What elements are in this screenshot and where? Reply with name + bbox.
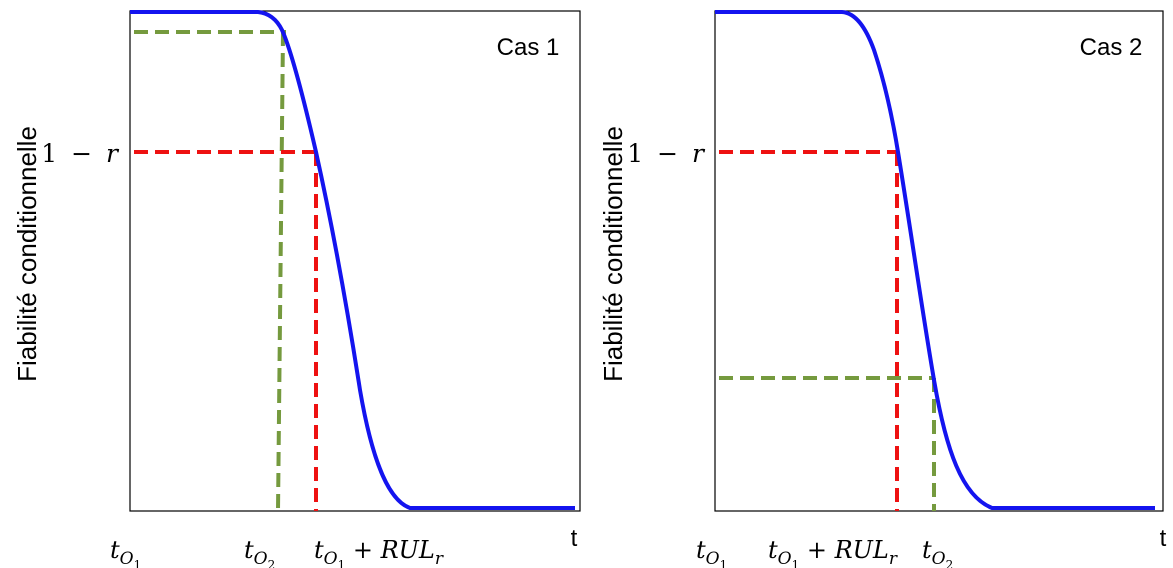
x-marker-t-o2: tO2	[922, 536, 953, 568]
second-guide-vertical	[276, 31, 285, 512]
x-marker-t-o1: tO1	[696, 536, 727, 568]
y-axis-label: Fiabilité conditionnelle	[598, 126, 628, 382]
reliability-level-label: 1 − r	[627, 139, 706, 168]
panel-case-2: Cas 2 Fiabilité conditionnelle 1 − r t t…	[598, 10, 1167, 568]
plot-frame	[129, 10, 581, 512]
panel-case-1: Cas 1 Fiabilité conditionnelle 1 − r t t…	[12, 10, 581, 568]
x-axis-label: t	[571, 525, 578, 552]
x-marker-t-o1-plus-rul: tO1 + RULr	[768, 536, 898, 568]
plot-frame	[714, 10, 1164, 512]
reliability-curve	[715, 10, 1155, 510]
x-marker-t-o2: tO2	[244, 536, 275, 568]
x-marker-t-o1: tO1	[110, 536, 141, 568]
x-axis-label: t	[1160, 525, 1167, 552]
y-axis-label: Fiabilité conditionnelle	[12, 126, 42, 382]
x-marker-t-o1-plus-rul: tO1 + RULr	[314, 536, 444, 568]
reliability-curve	[130, 10, 575, 510]
reliability-level-label: 1 − r	[41, 139, 120, 168]
case-label: Cas 2	[1080, 34, 1143, 61]
case-label: Cas 1	[497, 34, 560, 61]
